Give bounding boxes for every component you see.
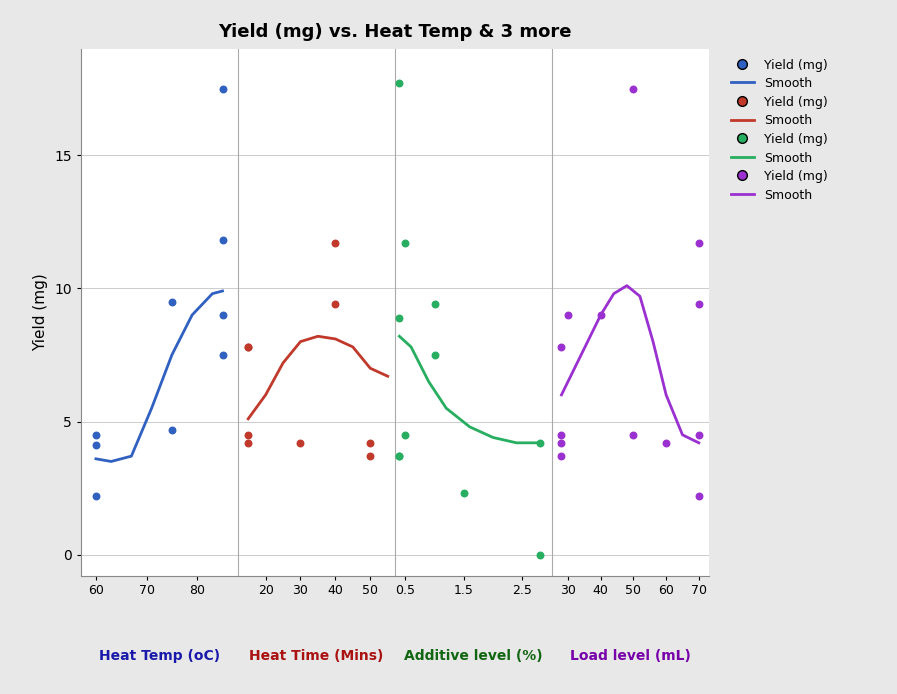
- Point: [328, 298, 343, 310]
- Point: [692, 430, 706, 441]
- Point: [363, 450, 378, 462]
- Point: [626, 83, 640, 94]
- Text: Heat Temp (oC): Heat Temp (oC): [99, 649, 220, 663]
- Point: [692, 237, 706, 248]
- Point: [533, 437, 547, 448]
- Point: [554, 450, 569, 462]
- Point: [626, 430, 640, 441]
- Point: [392, 78, 406, 89]
- Point: [392, 450, 406, 462]
- Legend: Yield (mg), Smooth, Yield (mg), Smooth, Yield (mg), Smooth, Yield (mg), Smooth: Yield (mg), Smooth, Yield (mg), Smooth, …: [727, 55, 832, 205]
- Point: [363, 437, 378, 448]
- Point: [215, 83, 230, 94]
- Point: [241, 341, 256, 353]
- Point: [554, 430, 569, 441]
- Point: [89, 430, 103, 441]
- Point: [533, 549, 547, 560]
- Title: Yield (mg) vs. Heat Temp & 3 more: Yield (mg) vs. Heat Temp & 3 more: [218, 24, 571, 42]
- Point: [561, 310, 575, 321]
- Text: Additive level (%): Additive level (%): [404, 649, 543, 663]
- Point: [328, 237, 343, 248]
- Point: [692, 491, 706, 502]
- Point: [241, 341, 256, 353]
- Text: Load level (mL): Load level (mL): [570, 649, 691, 663]
- Point: [398, 237, 413, 248]
- Point: [398, 430, 413, 441]
- Point: [215, 235, 230, 246]
- Y-axis label: Yield (mg): Yield (mg): [33, 273, 48, 351]
- Point: [457, 488, 471, 499]
- Point: [554, 341, 569, 353]
- Point: [554, 437, 569, 448]
- Point: [427, 349, 441, 360]
- Text: Heat Time (Mins): Heat Time (Mins): [249, 649, 383, 663]
- Point: [594, 310, 608, 321]
- Point: [165, 296, 179, 307]
- Point: [692, 298, 706, 310]
- Point: [215, 349, 230, 360]
- Point: [659, 437, 674, 448]
- Point: [427, 298, 441, 310]
- Point: [89, 491, 103, 502]
- Point: [241, 437, 256, 448]
- Point: [392, 450, 406, 462]
- Point: [215, 310, 230, 321]
- Point: [89, 440, 103, 451]
- Point: [165, 424, 179, 435]
- Point: [293, 437, 308, 448]
- Point: [241, 430, 256, 441]
- Point: [392, 312, 406, 323]
